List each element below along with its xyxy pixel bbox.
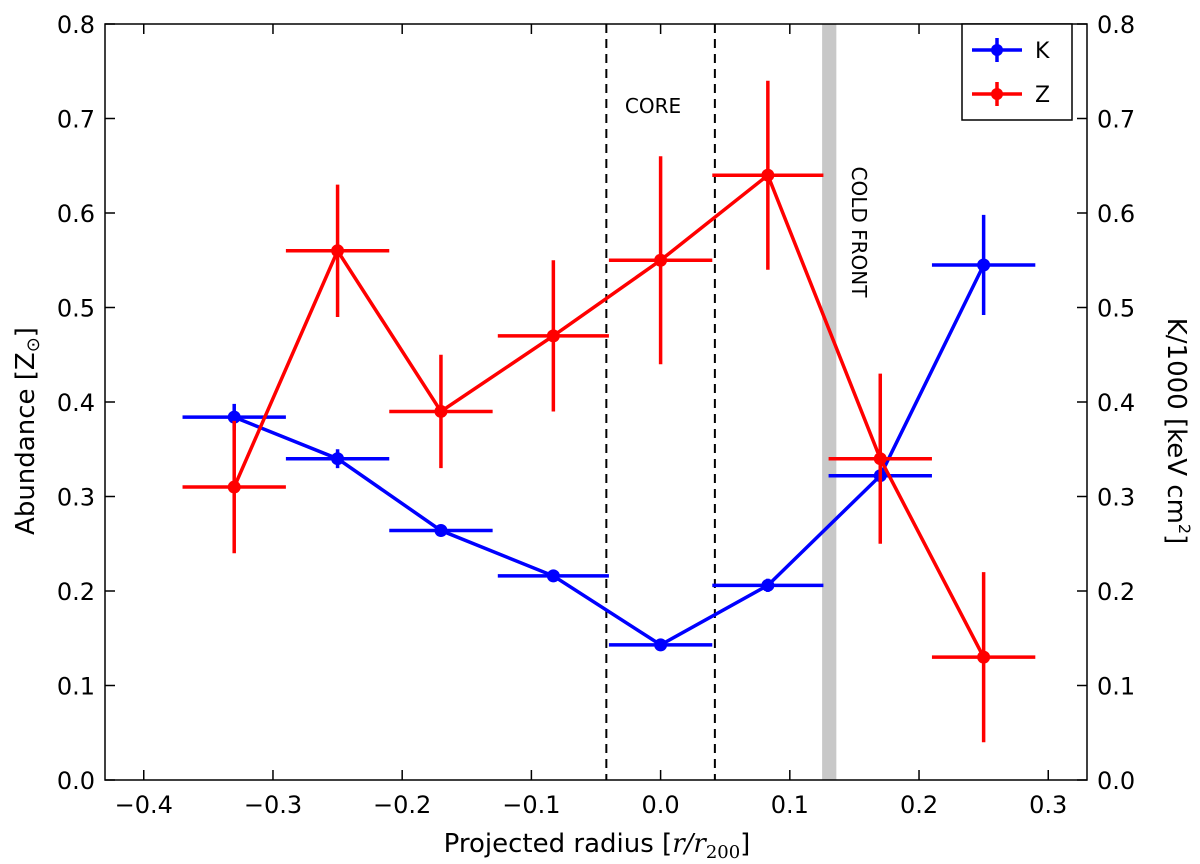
y-left-tick-label-4: 0.4	[57, 389, 95, 417]
x-axis-label-text: Projected radius [	[444, 829, 673, 859]
y-left-tick-label-8: 0.8	[57, 11, 95, 39]
y-axis-left-label: Abundance [Z⊙]	[11, 327, 44, 535]
legend-k-marker	[991, 44, 1003, 56]
x-tick-label-1: −0.3	[244, 791, 302, 819]
series-k-point-3	[546, 569, 560, 583]
series-layer	[182, 80, 1036, 743]
series-k	[182, 214, 1036, 652]
y-left-tick-label-2: 0.2	[57, 578, 95, 606]
series-z-point-1	[331, 244, 345, 258]
legend-entry-k: K	[972, 38, 1050, 64]
cold-front-band	[822, 24, 837, 780]
y-left-tick-label-5: 0.5	[57, 295, 95, 323]
series-z-point-4	[654, 253, 668, 267]
band-layer	[822, 24, 837, 780]
y-left-tick-label-3: 0.3	[57, 484, 95, 512]
series-z-point-3	[546, 329, 560, 343]
series-z-point-5	[761, 168, 775, 182]
series-z-point-7	[977, 650, 991, 664]
series-k-point-0	[227, 410, 241, 424]
x-tick-label-2: −0.2	[373, 791, 431, 819]
series-z-line	[232, 172, 986, 658]
y-axis-right-label: K/1000 [keV cm2]	[1161, 318, 1194, 545]
x-tick-label-0: −0.4	[115, 791, 173, 819]
cold-front-annotation: COLD FRONT	[847, 167, 871, 299]
series-k-point-2	[434, 524, 448, 538]
x-tick-label-5: 0.1	[771, 791, 809, 819]
series-k-point-4	[654, 638, 668, 652]
y-axis-right-label-text: K/1000 [keV cm	[1161, 318, 1191, 524]
series-k-point-5	[761, 578, 775, 592]
plot-frame	[104, 23, 1088, 781]
y-right-tick-label-2: 0.2	[1097, 578, 1135, 606]
series-z-point-2	[434, 404, 448, 418]
y-right-tick-label-1: 0.1	[1097, 673, 1135, 701]
y-left-tick-label-0: 0.0	[57, 767, 95, 795]
series-k-point-1	[331, 452, 345, 466]
y-axis-left-label-sub: ⊙	[23, 337, 44, 352]
series-z-point-0	[227, 480, 241, 494]
y-axis-right-label-sup: 2	[1175, 524, 1194, 534]
series-z-point-6	[873, 452, 887, 466]
legend: K Z	[961, 23, 1073, 121]
series-k-line	[233, 264, 986, 647]
series-k-point-7	[977, 258, 991, 272]
x-tick-label-7: 0.3	[1029, 791, 1067, 819]
y-axis-left-label-text: Abundance [Z	[11, 352, 41, 535]
x-axis-label-sub: 200	[706, 842, 740, 863]
x-tick-label-3: −0.1	[502, 791, 560, 819]
y-axis-right-label-close: ]	[1161, 534, 1191, 544]
x-axis-label-math: r/r	[672, 829, 707, 859]
y-right-tick-label-7: 0.7	[1097, 106, 1135, 134]
legend-z-marker	[991, 88, 1003, 100]
y-right-tick-label-4: 0.4	[1097, 389, 1135, 417]
x-tick-label-4: 0.0	[642, 791, 680, 819]
y-right-tick-label-5: 0.5	[1097, 295, 1135, 323]
series-z	[182, 80, 1036, 743]
y-axis-left-label-close: ]	[11, 327, 41, 337]
y-left-tick-label-1: 0.1	[57, 673, 95, 701]
x-axis-label-close: ]	[740, 829, 750, 859]
y-right-tick-label-8: 0.8	[1097, 11, 1135, 39]
y-right-tick-label-3: 0.3	[1097, 484, 1135, 512]
y-right-tick-label-0: 0.0	[1097, 767, 1135, 795]
axes-layer: −0.4 −0.3 −0.2 −0.1 0.0 0.1 0.2 0.3 0.0 0.0 0.1 0.1…	[57, 11, 1135, 819]
legend-entry-z: Z	[972, 82, 1050, 108]
vline-layer	[605, 24, 716, 780]
legend-z-label: Z	[1035, 83, 1050, 108]
legend-box	[961, 23, 1073, 121]
y-right-tick-label-6: 0.6	[1097, 200, 1135, 228]
y-left-tick-label-6: 0.6	[57, 200, 95, 228]
x-tick-label-6: 0.2	[900, 791, 938, 819]
core-annotation: CORE	[625, 94, 681, 118]
x-axis-label: Projected radius [r/r200]	[444, 829, 751, 863]
y-left-tick-label-7: 0.7	[57, 106, 95, 134]
legend-k-label: K	[1035, 39, 1050, 64]
